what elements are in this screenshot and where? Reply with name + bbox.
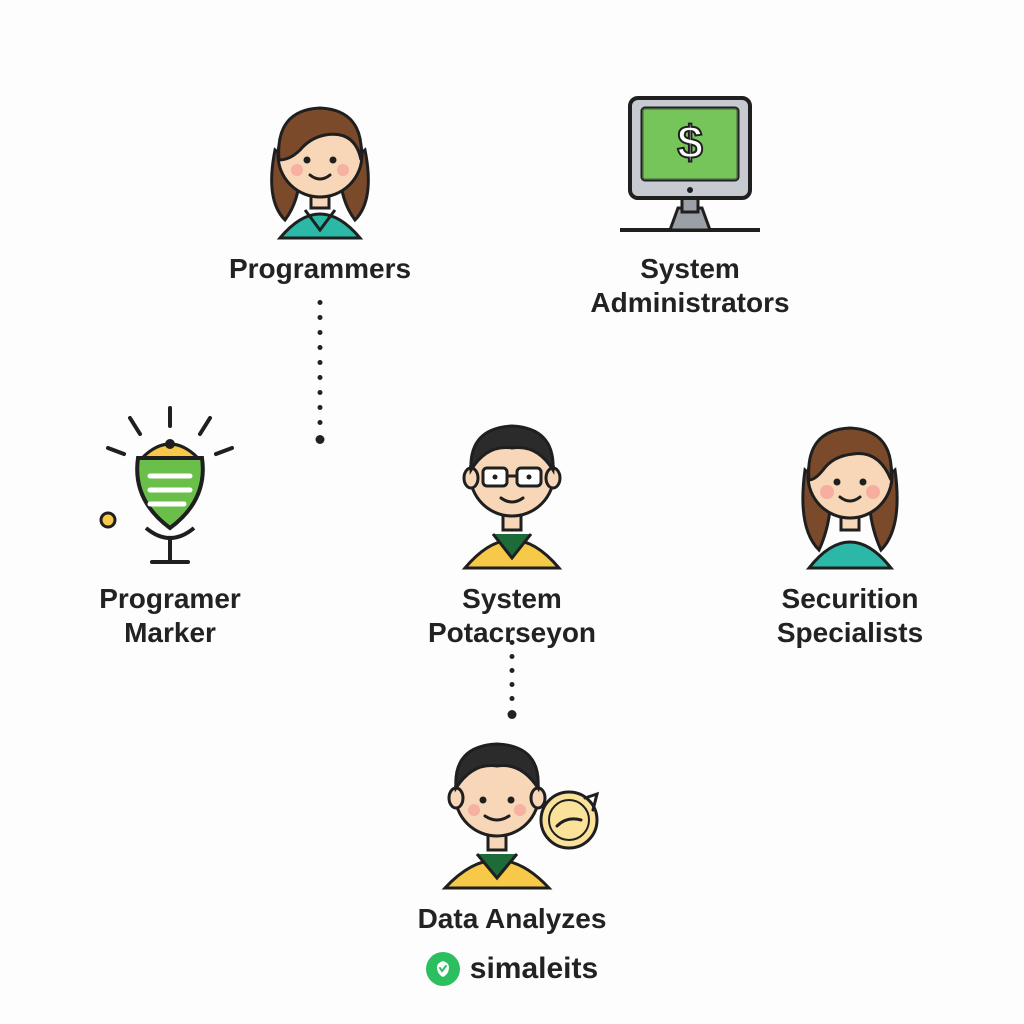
node-securition: Securition Specialists bbox=[720, 400, 980, 649]
connector-dots bbox=[316, 300, 325, 444]
node-label: Data Analyzes bbox=[418, 902, 607, 936]
shield-mic-icon bbox=[90, 400, 250, 570]
node-programmers: Programmers bbox=[190, 80, 450, 286]
svg-text:$: $ bbox=[677, 116, 703, 168]
node-label: Securition Specialists bbox=[777, 582, 923, 649]
node-marker: Programer Marker bbox=[50, 400, 290, 649]
connector-dots bbox=[508, 640, 517, 719]
person-male-coin-icon bbox=[417, 720, 607, 890]
footer: simaleits bbox=[0, 952, 1024, 986]
node-potacrseyon: System Potacrseyon bbox=[382, 400, 642, 649]
person-female-icon bbox=[245, 80, 395, 240]
person-male-glasses-icon bbox=[437, 400, 587, 570]
node-label: Programmers bbox=[229, 252, 411, 286]
brand-name: simaleits bbox=[470, 952, 598, 986]
node-label: Programer Marker bbox=[99, 582, 241, 649]
monitor-icon: $ bbox=[600, 80, 780, 240]
brand-badge-icon bbox=[426, 952, 460, 986]
node-label: System Administrators bbox=[590, 252, 789, 319]
person-female-icon bbox=[775, 400, 925, 570]
node-sysadmins: $ System Administrators bbox=[540, 80, 840, 319]
node-data: Data Analyzes bbox=[372, 720, 652, 936]
